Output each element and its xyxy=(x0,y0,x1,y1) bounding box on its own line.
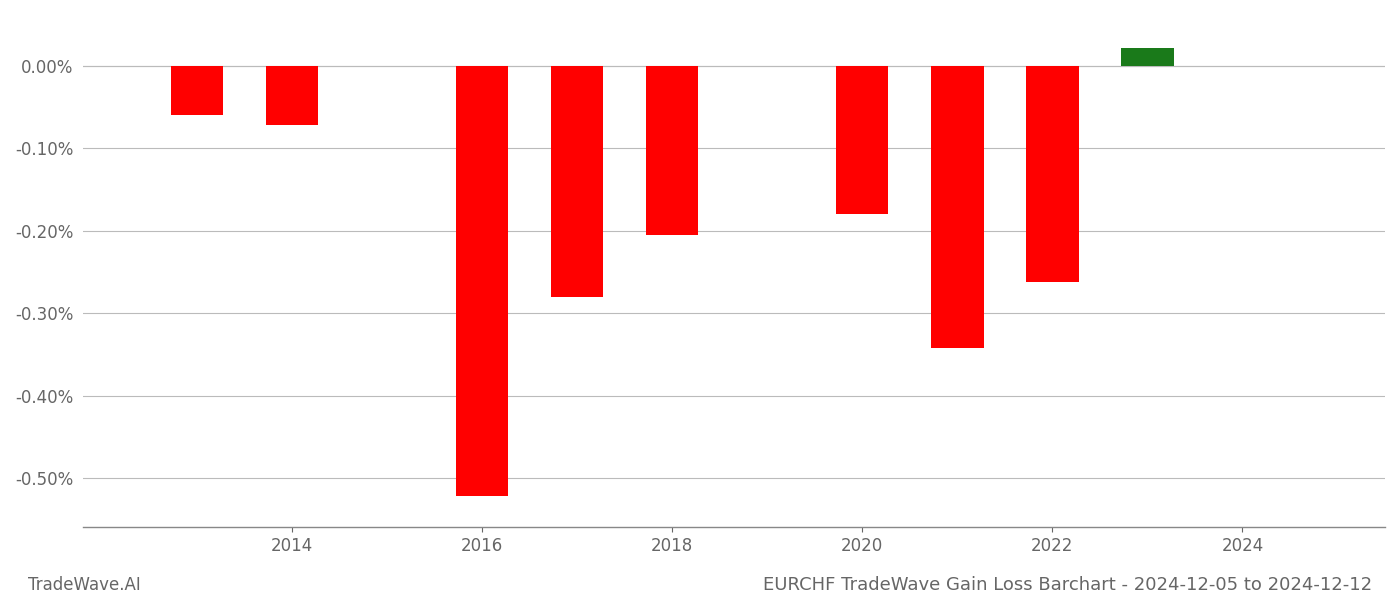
Bar xyxy=(836,66,889,214)
Bar xyxy=(171,66,223,115)
Text: EURCHF TradeWave Gain Loss Barchart - 2024-12-05 to 2024-12-12: EURCHF TradeWave Gain Loss Barchart - 20… xyxy=(763,576,1372,594)
Bar xyxy=(931,66,984,348)
Bar xyxy=(647,66,699,235)
Bar xyxy=(1026,66,1078,282)
Bar xyxy=(456,66,508,496)
Text: TradeWave.AI: TradeWave.AI xyxy=(28,576,141,594)
Bar xyxy=(552,66,603,296)
Bar xyxy=(266,66,318,125)
Bar xyxy=(1121,49,1173,66)
